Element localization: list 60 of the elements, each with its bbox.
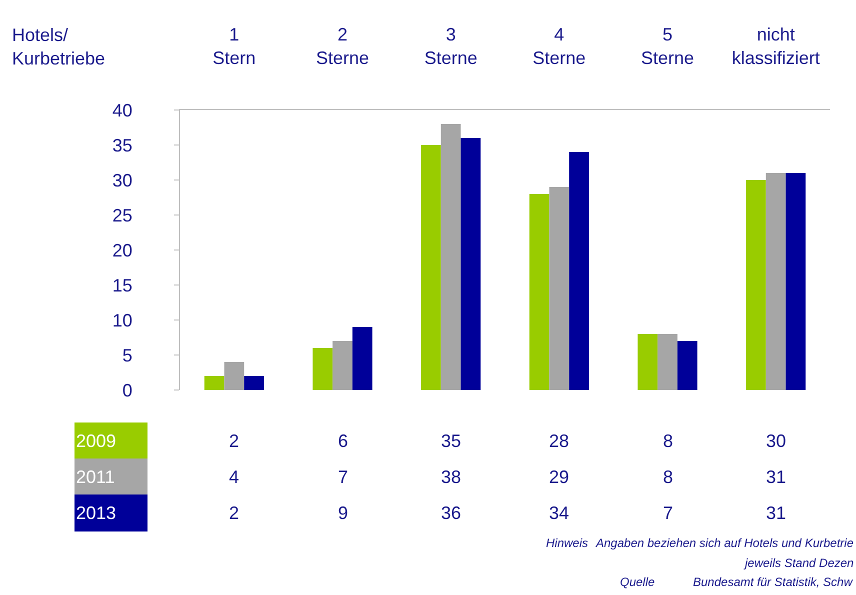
y-tick-label: 25 [112,205,132,226]
data-label: 6 [338,431,348,451]
data-label: 8 [663,431,674,451]
text: 2011 [76,467,115,487]
y-tick-label: 0 [122,380,132,400]
text: Quelle [620,575,656,589]
y-tick-label: 30 [112,170,132,190]
x-tick-label: 2 Sterne [316,24,370,68]
data-label: 34 [549,503,570,523]
bar [460,138,481,390]
data-label: 4 [229,467,240,487]
data-label: 35 [441,431,462,451]
data-label: 31 [766,503,786,523]
data-label: 8 [663,467,674,487]
x-axis-title: Hotels/ Kurbetriebe [12,25,106,68]
bar [766,173,786,390]
y-tick-label: 10 [112,310,132,330]
data-label: 2 [229,503,240,523]
data-label: 29 [549,467,570,487]
bar [658,334,678,390]
text: Bundesamt für Statistik, Schw [693,575,854,589]
data-label: 9 [338,503,348,523]
bar [677,341,698,390]
y-tick-label: 40 [112,100,132,120]
x-tick-label: 5 Sterne [640,24,694,68]
bar [569,152,589,390]
y-tick-label: 15 [112,275,132,296]
data-label: 30 [766,431,786,451]
bar [440,124,461,390]
data-label: 2 [229,431,240,451]
bar [312,348,333,390]
bar [786,173,806,390]
bar [529,194,550,390]
bar [352,327,372,390]
bar [421,145,441,390]
bar [638,334,658,390]
text: Angaben beziehen sich auf Hotels und Kurbetrie [595,536,854,550]
data-label: 7 [338,467,348,487]
y-tick-label: 5 [122,345,132,366]
text: 2013 [76,503,116,523]
bar [224,362,244,390]
x-tick-label: 1 Stern [212,24,256,68]
bar [549,187,570,390]
text: jeweils Stand Dezen [743,556,854,570]
bar [332,341,352,390]
bar [244,376,264,390]
x-tick-label: nicht klassifiziert [732,24,820,68]
data-label: 38 [441,467,462,487]
x-tick-label: 4 Sterne [532,24,586,68]
x-tick-label: 3 Sterne [424,24,478,68]
bar [746,180,766,390]
data-label: 7 [663,503,674,523]
data-label: 31 [766,467,786,487]
data-label: 28 [549,431,570,451]
data-label: 36 [441,503,462,523]
text: 2009 [76,431,116,451]
y-tick-label: 35 [112,135,132,156]
bar [204,376,224,390]
text: Hinweis [546,536,588,550]
y-tick-label: 20 [112,240,132,260]
